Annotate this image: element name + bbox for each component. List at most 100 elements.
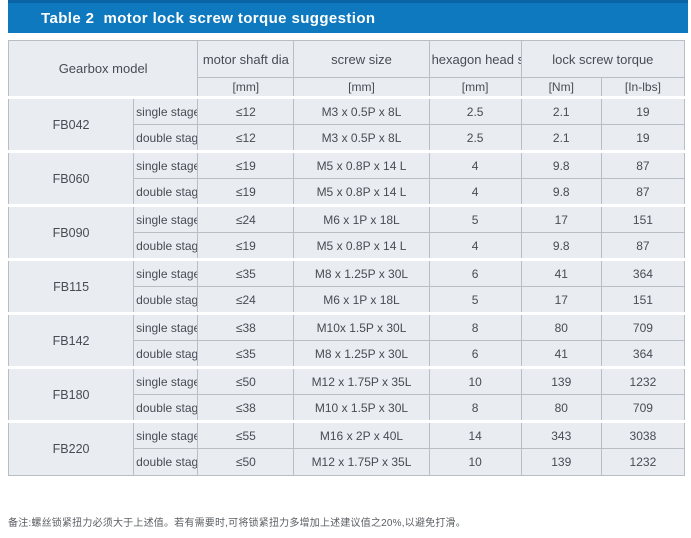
screw-size-cell: M16 x 2P x 40L (293, 420, 430, 449)
header-screw-size: screw size (293, 40, 430, 78)
hex-size-cell: 4 (428, 178, 522, 206)
header-row-1: Gearbox model motor shaft dia screw size… (7, 40, 686, 98)
torque-inlbs-cell: 151 (600, 204, 686, 233)
torque-inlbs-cell: 364 (600, 258, 686, 287)
screw-size-cell: M5 x 0.8P x 14 L (293, 150, 430, 179)
shaft-dia-cell: ≤12 (197, 96, 295, 125)
table-row: FB042 single stage ≤12 M3 x 0.5P x 8L 2.… (7, 96, 686, 152)
torque-nm-cell: 9.8 (520, 150, 602, 179)
table-row: double stage ≤24 M6 x 1P x 18L 5 17 151 (9, 286, 686, 314)
torque-nm-cell: 17 (520, 286, 602, 314)
gearbox-model-cell: FB090 (7, 204, 135, 260)
table-title: Table 2 motor lock screw torque suggesti… (41, 9, 376, 27)
gearbox-model-cell: FB220 (7, 420, 135, 476)
torque-inlbs-cell: 19 (600, 96, 686, 125)
table-row: double stage ≤35 M8 x 1.25P x 30L 6 41 3… (9, 340, 686, 368)
unit-screw-mm: [mm] (293, 77, 430, 98)
stage-cell: single stage (133, 96, 199, 125)
torque-table-container: Gearbox model motor shaft dia screw size… (7, 40, 686, 476)
stage-cell: double stage (133, 124, 199, 152)
table-row: FB115 single stage ≤35 M8 x 1.25P x 30L … (7, 258, 686, 314)
shaft-dia-cell: ≤19 (197, 178, 295, 206)
stage-cell: single stage (133, 312, 199, 341)
hex-size-cell: 5 (428, 286, 522, 314)
hex-size-cell: 6 (428, 258, 522, 287)
gearbox-model-cell: FB042 (7, 96, 135, 152)
header-hexagon-head-size: hexagon head size (428, 40, 522, 78)
unit-shaft-mm: [mm] (197, 77, 295, 98)
torque-nm-cell: 17 (520, 204, 602, 233)
stage-cell: single stage (133, 258, 199, 287)
torque-nm-cell: 139 (520, 448, 602, 476)
screw-size-cell: M8 x 1.25P x 30L (293, 340, 430, 368)
table-row: FB090 single stage ≤24 M6 x 1P x 18L 5 1… (7, 204, 686, 260)
shaft-dia-cell: ≤24 (197, 204, 295, 233)
hex-size-cell: 6 (428, 340, 522, 368)
torque-nm-cell: 139 (520, 366, 602, 395)
screw-size-cell: M3 x 0.5P x 8L (293, 124, 430, 152)
table-row: FB142 single stage ≤38 M10x 1.5P x 30L 8… (7, 312, 686, 368)
screw-size-cell: M12 x 1.75P x 35L (293, 366, 430, 395)
footnote-remark: 备注:螺丝锁紧扭力必须大于上述值。若有需要时,可将锁紧扭力多增加上述建议值之20… (8, 518, 466, 529)
torque-inlbs-cell: 709 (600, 312, 686, 341)
screw-size-cell: M10 x 1.5P x 30L (293, 394, 430, 422)
screw-size-cell: M12 x 1.75P x 35L (293, 448, 430, 476)
torque-nm-cell: 9.8 (520, 178, 602, 206)
torque-inlbs-cell: 364 (600, 340, 686, 368)
shaft-dia-cell: ≤38 (197, 312, 295, 341)
table-row: FB180 single stage ≤50 M12 x 1.75P x 35L… (7, 366, 686, 422)
torque-nm-cell: 343 (520, 420, 602, 449)
torque-nm-cell: 80 (520, 394, 602, 422)
shaft-dia-cell: ≤12 (197, 124, 295, 152)
header-motor-shaft-dia: motor shaft dia (197, 40, 295, 78)
stage-cell: single stage (133, 366, 199, 395)
stage-cell: double stage (133, 178, 199, 206)
hex-size-cell: 10 (428, 448, 522, 476)
shaft-dia-cell: ≤35 (197, 258, 295, 287)
table-row: FB220 single stage ≤55 M16 x 2P x 40L 14… (7, 420, 686, 476)
screw-size-cell: M6 x 1P x 18L (293, 286, 430, 314)
torque-inlbs-cell: 709 (600, 394, 686, 422)
stage-cell: double stage (133, 232, 199, 260)
table-row: FB060 single stage ≤19 M5 x 0.8P x 14 L … (7, 150, 686, 206)
torque-nm-cell: 2.1 (520, 124, 602, 152)
torque-nm-cell: 2.1 (520, 96, 602, 125)
torque-inlbs-cell: 1232 (600, 366, 686, 395)
unit-torque-nm: [Nm] (520, 77, 602, 98)
stage-cell: single stage (133, 420, 199, 449)
torque-nm-cell: 9.8 (520, 232, 602, 260)
hex-size-cell: 8 (428, 394, 522, 422)
hex-size-cell: 4 (428, 232, 522, 260)
torque-inlbs-cell: 1232 (600, 448, 686, 476)
shaft-dia-cell: ≤50 (197, 366, 295, 395)
gearbox-model-cell: FB142 (7, 312, 135, 368)
screw-size-cell: M6 x 1P x 18L (293, 204, 430, 233)
shaft-dia-cell: ≤55 (197, 420, 295, 449)
screw-size-cell: M3 x 0.5P x 8L (293, 96, 430, 125)
table-row: double stage ≤12 M3 x 0.5P x 8L 2.5 2.1 … (9, 124, 686, 152)
shaft-dia-cell: ≤38 (197, 394, 295, 422)
torque-inlbs-cell: 151 (600, 286, 686, 314)
stage-cell: single stage (133, 204, 199, 233)
header-lock-screw-torque: lock screw torque (520, 40, 686, 78)
shaft-dia-cell: ≤50 (197, 448, 295, 476)
torque-inlbs-cell: 19 (600, 124, 686, 152)
hex-size-cell: 2.5 (428, 124, 522, 152)
screw-size-cell: M10x 1.5P x 30L (293, 312, 430, 341)
torque-inlbs-cell: 87 (600, 178, 686, 206)
torque-nm-cell: 41 (520, 340, 602, 368)
hex-size-cell: 5 (428, 204, 522, 233)
hex-size-cell: 8 (428, 312, 522, 341)
stage-cell: double stage (133, 340, 199, 368)
header-gearbox-model: Gearbox model (7, 40, 199, 98)
motor-lock-screw-torque-table: Gearbox model motor shaft dia screw size… (7, 40, 686, 476)
torque-nm-cell: 41 (520, 258, 602, 287)
unit-torque-inlbs: [In-lbs] (600, 77, 686, 98)
shaft-dia-cell: ≤19 (197, 232, 295, 260)
hex-size-cell: 2.5 (428, 96, 522, 125)
gearbox-model-cell: FB060 (7, 150, 135, 206)
torque-inlbs-cell: 87 (600, 150, 686, 179)
screw-size-cell: M5 x 0.8P x 14 L (293, 232, 430, 260)
hex-size-cell: 4 (428, 150, 522, 179)
